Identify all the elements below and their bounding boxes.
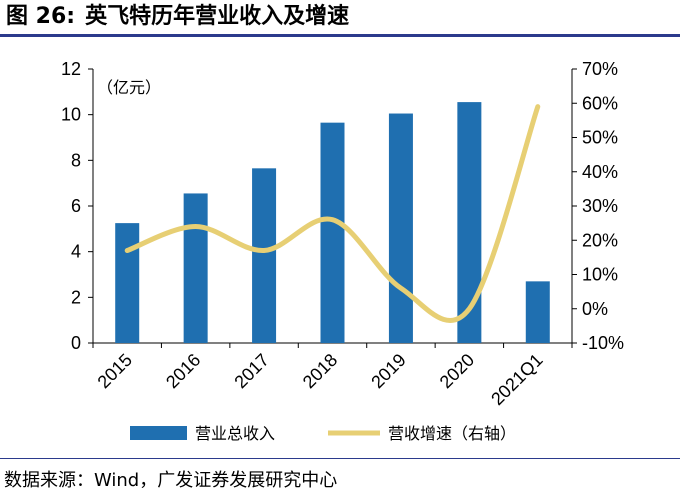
legend-label-revenue: 营业总收入 <box>195 424 275 443</box>
left-tick-label: 12 <box>61 59 81 79</box>
x-tick-label: 2019 <box>367 350 409 392</box>
right-tick-label: 70% <box>582 59 618 79</box>
left-tick-label: 8 <box>71 150 81 170</box>
right-tick-label: -10% <box>582 333 624 353</box>
legend-label-growth: 营收增速（右轴） <box>388 424 516 443</box>
x-tick-label: 2017 <box>230 350 272 392</box>
x-tick-label: 2021Q1 <box>487 350 546 409</box>
revenue-bar <box>115 223 140 343</box>
growth-line <box>124 104 541 323</box>
right-tick-label: 20% <box>582 230 618 250</box>
x-tick-label: 2016 <box>162 350 204 392</box>
bar-series <box>115 102 550 344</box>
left-tick-label: 0 <box>71 333 81 353</box>
source-note: 数据来源：Wind，广发证券发展研究中心 <box>4 470 338 491</box>
revenue-bar <box>252 168 277 343</box>
x-tick-label: 2018 <box>299 350 341 392</box>
right-tick-label: 30% <box>582 196 618 216</box>
right-tick-label: 60% <box>582 93 618 113</box>
title-rule <box>0 34 680 37</box>
x-tick-label: 2020 <box>436 350 478 392</box>
revenue-bar <box>183 193 208 343</box>
x-tick-label: 2015 <box>94 350 136 392</box>
right-tick-label: 40% <box>582 162 618 182</box>
right-tick-label: 0% <box>582 299 608 319</box>
right-tick-label: 10% <box>582 265 618 285</box>
figure-number: 图 26: <box>6 4 76 29</box>
left-tick-label: 6 <box>71 196 81 216</box>
revenue-bar <box>525 281 550 343</box>
revenue-bar <box>457 102 482 343</box>
left-tick-label: 2 <box>71 287 81 307</box>
right-tick-label: 50% <box>582 128 618 148</box>
revenue-bar <box>388 113 413 344</box>
legend: 营业总收入 营收增速（右轴） <box>130 424 516 443</box>
figure-title-text: 英飞特历年营业收入及增速 <box>85 4 350 29</box>
legend-swatch-revenue <box>130 426 187 440</box>
left-tick-label: 10 <box>61 105 81 125</box>
figure-title: 图 26: 英飞特历年营业收入及增速 <box>6 2 349 32</box>
left-tick-label: 4 <box>71 242 81 262</box>
line-series <box>124 104 541 323</box>
revenue-bar <box>320 122 345 344</box>
unit-label: （亿元） <box>97 78 161 97</box>
bottom-rule <box>0 458 680 459</box>
